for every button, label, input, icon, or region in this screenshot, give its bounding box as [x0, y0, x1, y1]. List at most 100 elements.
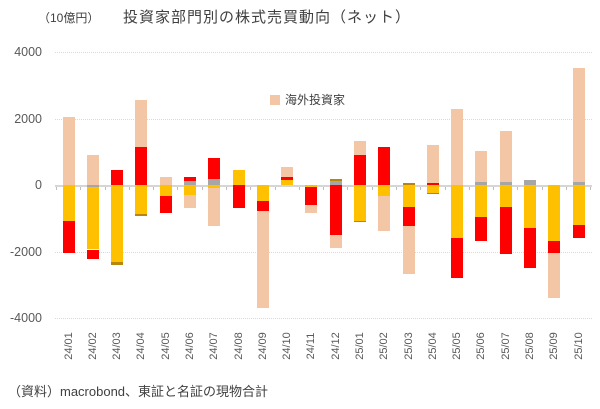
x-axis-label-24/05: 24/05: [159, 332, 172, 360]
bar-segment-25/08-unlabeled-yellow: [523, 185, 536, 228]
x-axis-label-24/04: 24/04: [135, 332, 148, 360]
bar-segment-24/07-unlabeled-yellow: [208, 185, 221, 188]
x-axis-label-25/08: 25/08: [523, 332, 536, 360]
bar-segment-24/09-海外投資家: [256, 211, 269, 308]
bar-segment-25/05-unlabeled-yellow: [451, 185, 464, 238]
x-axis-label-24/09: 24/09: [256, 332, 269, 360]
bar-segment-25/07-unlabeled-yellow: [499, 185, 512, 207]
bar-segment-25/03-unlabeled-red: [402, 206, 415, 227]
axis-tick: [347, 187, 349, 190]
bar-segment-24/06-unlabeled-gray: [183, 180, 196, 185]
bar-segment-25/03-unlabeled-olive: [402, 183, 415, 185]
bar-segment-25/06-unlabeled-gray: [475, 181, 488, 185]
bar-segment-24/05-海外投資家: [159, 176, 172, 185]
bar-segment-25/07-unlabeled-red: [499, 206, 512, 255]
axis-tick: [323, 187, 325, 190]
bar-segment-24/10-unlabeled-yellow: [281, 180, 294, 185]
bar-segment-24/01-unlabeled-red: [62, 220, 75, 253]
bar-segment-24/03-unlabeled-red: [111, 170, 124, 185]
bar-segment-25/01-unlabeled-yellow: [353, 185, 366, 221]
x-axis-label-25/05: 25/05: [451, 332, 464, 360]
x-axis-label-25/03: 25/03: [402, 332, 415, 360]
x-axis-label-24/12: 24/12: [329, 332, 342, 360]
x-axis-label-24/10: 24/10: [281, 332, 294, 360]
gridline--2000: [55, 251, 592, 253]
x-axis-label-24/07: 24/07: [208, 332, 221, 360]
axis-tick: [56, 187, 57, 190]
bar-segment-25/02-unlabeled-yellow: [378, 185, 391, 196]
bar-segment-24/07-unlabeled-gray: [208, 178, 221, 185]
bar-segment-24/10-海外投資家: [281, 166, 294, 177]
bar-segment-25/03-unlabeled-yellow: [402, 185, 415, 207]
y-axis-unit-label: （10億円）: [38, 11, 100, 25]
bar-segment-25/10-unlabeled-red: [572, 224, 585, 238]
axis-tick: [250, 187, 252, 190]
bar-segment-24/02-海外投資家: [86, 155, 99, 185]
bar-segment-24/08-unlabeled-yellow: [232, 169, 245, 185]
bar-segment-25/06-unlabeled-yellow: [475, 185, 488, 218]
axis-tick: [468, 187, 470, 190]
axis-tick: [80, 187, 82, 190]
bar-segment-24/08-unlabeled-red: [232, 185, 245, 209]
bar-segment-24/01-unlabeled-yellow: [62, 185, 75, 221]
bar-segment-25/04-unlabeled-red: [426, 183, 439, 185]
x-axis-label-24/03: 24/03: [111, 332, 124, 360]
bar-segment-24/01-海外投資家: [62, 116, 75, 185]
axis-tick: [517, 187, 519, 190]
axis-tick: [420, 187, 422, 190]
bar-segment-25/06-海外投資家: [475, 151, 488, 182]
axis-tick: [371, 187, 373, 190]
y-axis: 4000 2000 0 -2000 -4000: [0, 0, 46, 409]
bar-segment-24/07-海外投資家: [208, 187, 221, 227]
bar-segment-24/11-unlabeled-red: [305, 187, 318, 206]
bar-segment-25/01-unlabeled-red: [353, 155, 366, 185]
legend-swatch-overseas-investors: [270, 94, 280, 105]
gridline-4000: [55, 52, 592, 53]
bar-segment-25/09-unlabeled-red: [548, 241, 561, 253]
bar-segment-24/09-unlabeled-red: [256, 200, 269, 212]
bar-segment-25/05-unlabeled-red: [451, 237, 464, 278]
axis-tick: [396, 187, 397, 190]
axis-tick: [104, 187, 106, 190]
bar-segment-24/02-unlabeled-red: [86, 249, 99, 260]
y-axis-tick-label: -2000: [10, 244, 42, 259]
bar-segment-25/04-unlabeled-yellow: [426, 185, 439, 193]
x-axis-label-24/02: 24/02: [86, 332, 99, 360]
bar-segment-24/04-unlabeled-olive: [135, 214, 148, 217]
bar-segment-24/02-unlabeled-gray: [86, 185, 99, 187]
x-axis-line: [55, 185, 592, 187]
bar-segment-25/01-海外投資家: [353, 141, 366, 156]
gridline-2000: [55, 118, 592, 120]
x-axis-label-24/01: 24/01: [62, 332, 75, 360]
x-axis-label-25/01: 25/01: [353, 332, 366, 360]
legend-label-overseas-investors: 海外投資家: [285, 93, 346, 107]
bar-segment-25/05-海外投資家: [451, 108, 464, 185]
source-note: （資料）macrobond、東証と名証の現物合計: [8, 384, 269, 399]
bar-segment-24/04-unlabeled-yellow: [135, 185, 148, 215]
bar-segment-25/02-unlabeled-red: [378, 147, 391, 185]
plot-area: 海外投資家: [55, 52, 592, 319]
bar-segment-25/10-unlabeled-gray: [572, 182, 585, 185]
axis-tick: [177, 187, 179, 190]
bar-segment-25/09-海外投資家: [548, 252, 561, 298]
bar-segment-25/10-海外投資家: [572, 68, 585, 182]
bar-segment-25/03-海外投資家: [402, 226, 415, 275]
x-axis-label-24/11: 24/11: [305, 332, 318, 360]
axis-tick: [541, 187, 543, 190]
x-axis-label-25/10: 25/10: [572, 332, 585, 360]
bar-segment-24/06-海外投資家: [183, 194, 196, 208]
axis-tick: [590, 187, 592, 190]
bar-segment-24/04-海外投資家: [135, 100, 148, 148]
bar-segment-25/07-海外投資家: [499, 131, 512, 182]
x-axis-label-25/06: 25/06: [475, 332, 488, 360]
bar-segment-25/10-unlabeled-yellow: [572, 185, 585, 225]
bar-segment-24/04-unlabeled-red: [135, 147, 148, 185]
bar-segment-24/10-unlabeled-red: [281, 176, 294, 180]
axis-tick: [153, 187, 155, 190]
x-axis-label-25/09: 25/09: [548, 332, 561, 360]
bar-segment-24/05-unlabeled-yellow: [159, 185, 172, 196]
bar-segment-25/02-海外投資家: [378, 195, 391, 231]
bar-segment-24/03-unlabeled-yellow: [111, 185, 124, 262]
axis-tick: [493, 187, 495, 190]
x-axis-label-25/07: 25/07: [499, 332, 512, 360]
